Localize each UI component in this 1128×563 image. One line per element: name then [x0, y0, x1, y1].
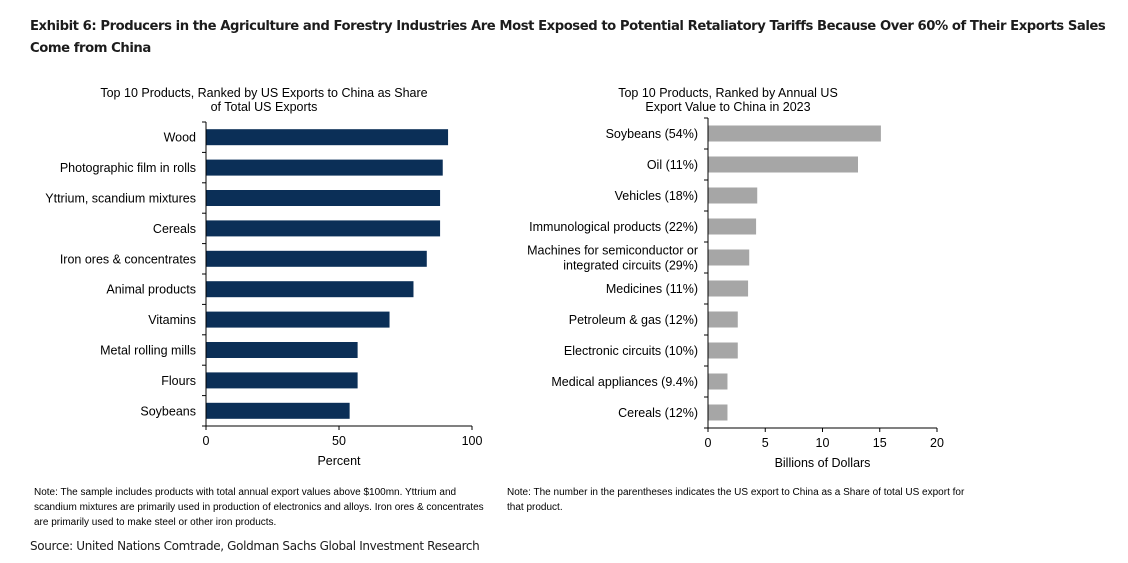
category-label: Soybeans (54%) [606, 127, 698, 141]
bar [708, 404, 728, 421]
category-label: Animal products [106, 283, 196, 297]
right-chart-note: Note: The number in the parentheses indi… [507, 487, 965, 513]
bar [708, 249, 750, 266]
x-tick-label: 0 [203, 434, 210, 448]
x-tick-label: 50 [332, 434, 346, 448]
bar [206, 402, 350, 419]
chart-title-line: Top 10 Products, Ranked by US Exports to… [100, 86, 427, 100]
category-label: integrated circuits (29%) [563, 259, 698, 273]
x-axis-title: Billions of Dollars [775, 456, 871, 470]
category-label: Cereals (12%) [618, 406, 698, 420]
x-tick-label: 15 [873, 436, 887, 450]
category-label: Iron ores & concentrates [60, 252, 196, 266]
bar [708, 125, 881, 142]
bar [708, 342, 738, 359]
bar [206, 281, 414, 298]
source-line: Source: United Nations Comtrade, Goldman… [30, 539, 480, 553]
category-label: Soybeans [140, 404, 196, 418]
category-label: Flours [161, 374, 196, 388]
category-label: Metal rolling mills [100, 344, 196, 358]
bar [206, 372, 358, 389]
bar [206, 311, 390, 328]
bar [708, 311, 738, 328]
bar [708, 218, 757, 235]
chart-title-line: of Total US Exports [211, 100, 318, 114]
left-chart-note: Note: The sample includes products with … [34, 487, 484, 528]
category-label: Vitamins [148, 313, 196, 327]
category-label: Machines for semiconductor or [527, 244, 698, 258]
bar [206, 129, 449, 146]
category-label: Oil (11%) [647, 158, 698, 172]
category-label: Electronic circuits (10%) [564, 344, 698, 358]
bar [206, 159, 443, 176]
x-tick-label: 0 [705, 436, 712, 450]
left-bar-chart: Top 10 Products, Ranked by US Exports to… [45, 86, 483, 468]
category-label: Wood [164, 131, 196, 145]
bar [708, 187, 758, 204]
bar [206, 250, 427, 267]
bar [708, 373, 728, 390]
exhibit-title: Exhibit 6: Producers in the Agriculture … [30, 19, 1106, 56]
category-label: Yttrium, scandium mixtures [45, 192, 196, 206]
bar [206, 190, 441, 206]
chart-title-line: Top 10 Products, Ranked by Annual US [618, 86, 838, 100]
category-label: Petroleum & gas (12%) [569, 313, 698, 327]
category-label: Photographic film in rolls [60, 161, 196, 175]
x-axis-title: Percent [317, 454, 361, 468]
chart-title-line: Export Value to China in 2023 [645, 100, 810, 114]
bar [206, 220, 441, 237]
x-tick-label: 20 [930, 436, 944, 450]
bar [708, 280, 749, 297]
x-tick-label: 10 [816, 436, 830, 450]
category-label: Cereals [153, 222, 196, 236]
x-tick-label: 5 [762, 436, 769, 450]
category-label: Medical appliances (9.4%) [551, 375, 698, 389]
bar [708, 156, 858, 173]
category-label: Vehicles (18%) [615, 189, 698, 203]
category-label: Medicines (11%) [606, 282, 698, 296]
category-label: Immunological products (22%) [529, 220, 698, 234]
right-bar-chart: Top 10 Products, Ranked by Annual USExpo… [527, 86, 944, 470]
x-tick-label: 100 [462, 434, 483, 448]
bar [206, 342, 358, 358]
